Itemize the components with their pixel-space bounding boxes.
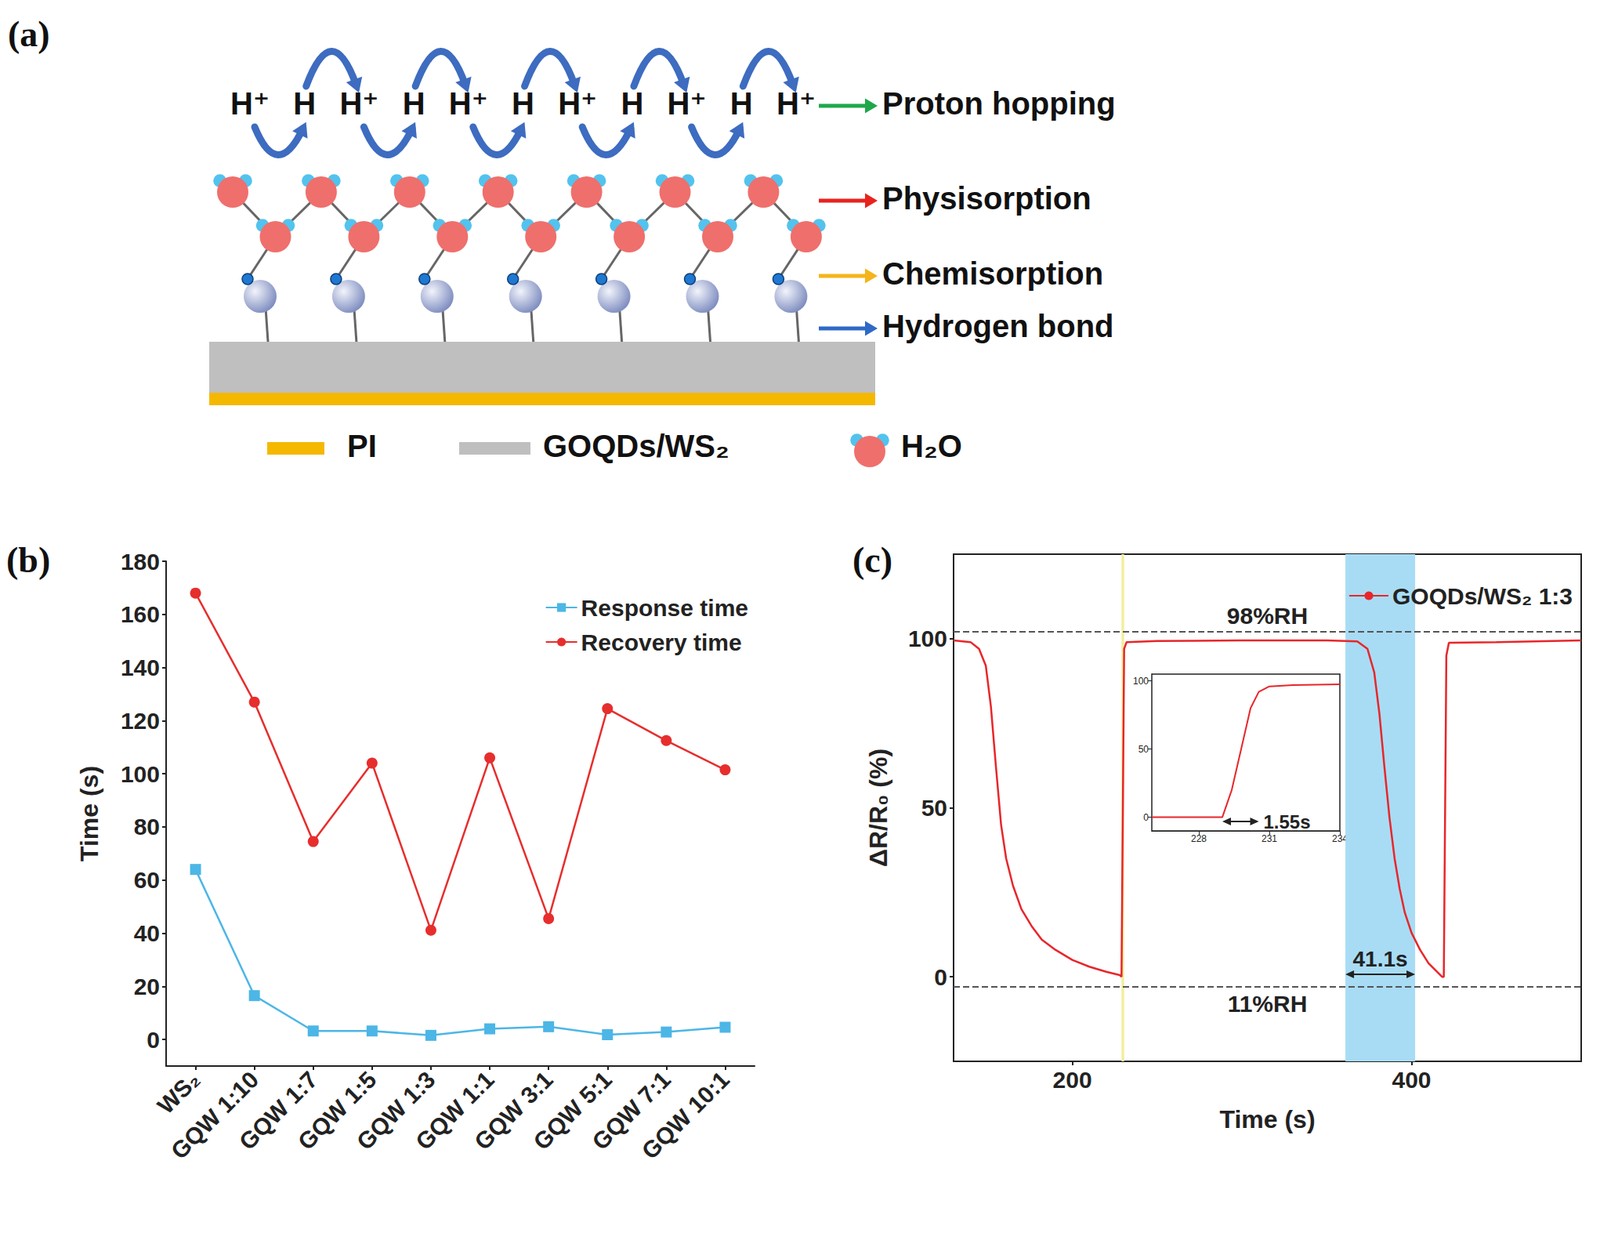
svg-text:WS₂: WS₂ — [152, 1065, 205, 1119]
svg-text:50: 50 — [921, 794, 948, 821]
svg-text:H: H — [293, 86, 316, 121]
svg-text:GQW 1:1: GQW 1:1 — [410, 1065, 499, 1155]
svg-text:H₂O: H₂O — [901, 428, 963, 464]
svg-text:60: 60 — [133, 866, 160, 893]
svg-text:H: H — [402, 86, 426, 121]
svg-text:GQW 1:5: GQW 1:5 — [292, 1065, 382, 1155]
svg-text:98%RH: 98%RH — [1227, 602, 1308, 629]
svg-text:Chemisorption: Chemisorption — [882, 256, 1104, 291]
svg-text:GQW 5:1: GQW 5:1 — [528, 1065, 617, 1155]
svg-text:Proton hopping: Proton hopping — [882, 86, 1116, 121]
svg-text:0: 0 — [1143, 811, 1149, 823]
svg-text:GQW 3:1: GQW 3:1 — [469, 1065, 558, 1155]
svg-text:GQW 10:1: GQW 10:1 — [636, 1065, 735, 1164]
svg-text:Response time: Response time — [581, 594, 749, 621]
svg-text:160: 160 — [120, 600, 160, 627]
svg-text:H⁺: H⁺ — [667, 85, 707, 121]
svg-text:H⁺: H⁺ — [339, 85, 379, 121]
svg-text:GQW 1:3: GQW 1:3 — [351, 1065, 441, 1155]
svg-text:GQW 1:7: GQW 1:7 — [233, 1065, 323, 1155]
svg-text:Physisorption: Physisorption — [882, 180, 1092, 216]
svg-text:100: 100 — [908, 625, 948, 652]
svg-text:100: 100 — [120, 760, 160, 787]
svg-text:200: 200 — [1053, 1066, 1093, 1093]
svg-text:Recovery time: Recovery time — [581, 629, 743, 656]
svg-text:Time (s): Time (s) — [1219, 1104, 1315, 1134]
svg-text:(a): (a) — [7, 14, 51, 55]
svg-text:180: 180 — [120, 548, 160, 575]
svg-text:0: 0 — [933, 963, 948, 990]
svg-text:H⁺: H⁺ — [558, 85, 598, 121]
svg-text:11%RH: 11%RH — [1227, 990, 1308, 1017]
svg-text:228: 228 — [1190, 832, 1207, 844]
svg-text:1.55s: 1.55s — [1263, 810, 1311, 833]
svg-text:Time (s): Time (s) — [75, 765, 104, 862]
svg-text:120: 120 — [120, 707, 160, 734]
svg-text:231: 231 — [1261, 832, 1278, 844]
svg-text:400: 400 — [1391, 1066, 1431, 1093]
svg-text:H: H — [620, 86, 644, 121]
svg-text:80: 80 — [133, 813, 160, 840]
svg-text:20: 20 — [133, 973, 160, 1000]
svg-text:GQW 7:1: GQW 7:1 — [586, 1065, 676, 1155]
svg-text:GOQDs/WS₂: GOQDs/WS₂ — [542, 428, 730, 464]
svg-text:H⁺: H⁺ — [230, 86, 270, 121]
html-text:(b): (b) — [6, 539, 51, 580]
svg-text:GQW 1:10: GQW 1:10 — [165, 1065, 264, 1164]
svg-text:100: 100 — [1133, 675, 1149, 687]
svg-text:H: H — [730, 86, 753, 121]
svg-text:Hydrogen bond: Hydrogen bond — [882, 308, 1115, 344]
svg-text:ΔR/R₀ (%): ΔR/R₀ (%) — [864, 748, 893, 867]
svg-text:41.1s: 41.1s — [1353, 946, 1409, 971]
svg-text:50: 50 — [1138, 743, 1150, 755]
svg-text:234: 234 — [1332, 832, 1348, 844]
html-text:(c): (c) — [852, 539, 893, 580]
svg-text:H⁺: H⁺ — [448, 85, 488, 121]
svg-text:H: H — [511, 86, 535, 121]
svg-text:PI: PI — [347, 428, 377, 464]
svg-text:40: 40 — [133, 919, 160, 946]
svg-text:H⁺: H⁺ — [776, 85, 816, 121]
svg-text:0: 0 — [146, 1026, 160, 1053]
svg-text:GOQDs/WS₂ 1:3: GOQDs/WS₂ 1:3 — [1392, 582, 1573, 609]
svg-text:140: 140 — [120, 654, 160, 681]
